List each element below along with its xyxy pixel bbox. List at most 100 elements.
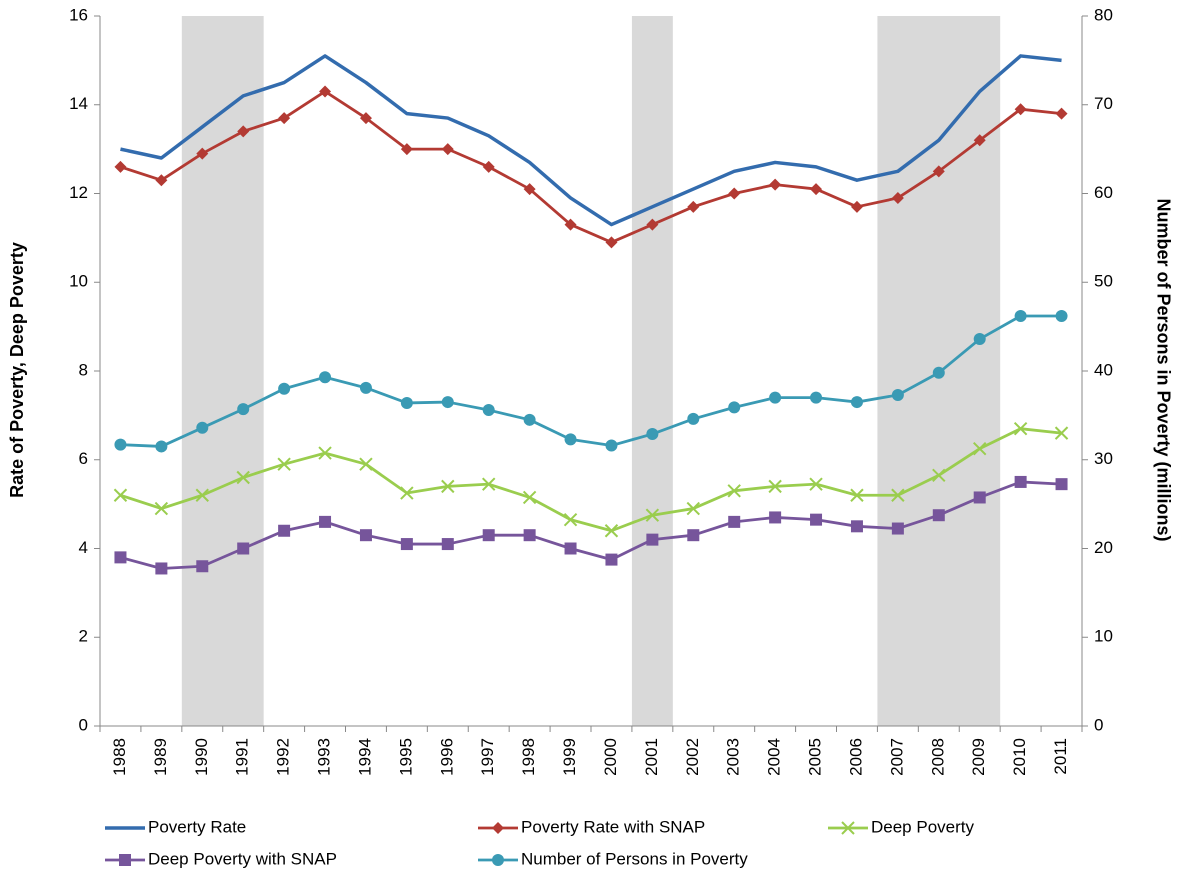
marker-circle bbox=[728, 401, 741, 414]
y-tick-label: 0 bbox=[79, 715, 88, 734]
marker-x bbox=[113, 488, 128, 502]
recession-shading bbox=[631, 16, 673, 726]
marker-circle bbox=[646, 428, 659, 441]
marker-square bbox=[646, 533, 659, 546]
marker-diamond bbox=[278, 112, 291, 125]
marker-diamond bbox=[646, 218, 659, 231]
y-tick-label: 2 bbox=[79, 627, 88, 646]
x-tick-label: 1993 bbox=[315, 738, 334, 776]
marker-x bbox=[195, 488, 209, 502]
marker-square bbox=[319, 515, 332, 528]
marker-square bbox=[850, 520, 863, 533]
marker-square bbox=[687, 529, 700, 542]
marker-square bbox=[605, 553, 618, 566]
marker-circle bbox=[687, 412, 700, 425]
marker-circle bbox=[278, 382, 291, 395]
x-tick-label: 2001 bbox=[642, 738, 661, 776]
marker-diamond bbox=[850, 200, 863, 213]
marker-x bbox=[1013, 421, 1028, 436]
marker-x bbox=[277, 457, 291, 471]
series-line bbox=[120, 480, 1062, 570]
x-tick-label: 2006 bbox=[846, 738, 865, 776]
marker-circle bbox=[973, 333, 986, 346]
x-tick-label: 1997 bbox=[478, 738, 497, 776]
marker-x bbox=[891, 488, 905, 502]
marker-circle bbox=[237, 403, 250, 416]
x-tick-label: 1991 bbox=[233, 738, 252, 776]
marker-diamond bbox=[1014, 103, 1027, 116]
marker-x bbox=[973, 441, 987, 456]
marker-square bbox=[441, 538, 454, 551]
marker-square bbox=[1055, 478, 1068, 491]
legend-item: Number of Persons in Poverty bbox=[478, 849, 748, 868]
marker-square bbox=[278, 524, 291, 537]
y-axis-title: Rate of Poverty, Deep Poverty bbox=[7, 242, 27, 498]
marker-square bbox=[728, 515, 741, 528]
y2-axis-title: Number of Persons in Poverty (millions) bbox=[1153, 198, 1173, 541]
marker-circle bbox=[492, 854, 504, 866]
y2-tick-label: 80 bbox=[1094, 5, 1113, 24]
x-tick-label: 2005 bbox=[806, 738, 825, 776]
marker-square bbox=[810, 513, 823, 526]
series-line bbox=[120, 427, 1062, 533]
marker-diamond bbox=[605, 236, 618, 249]
marker-diamond bbox=[891, 191, 904, 204]
marker-circle bbox=[482, 404, 495, 417]
y-tick-label: 12 bbox=[69, 183, 88, 202]
y2-tick-label: 0 bbox=[1094, 715, 1103, 734]
marker-square bbox=[1014, 475, 1027, 488]
marker-square bbox=[155, 562, 168, 575]
legend-label: Poverty Rate with SNAP bbox=[521, 817, 705, 836]
y2-tick-label: 50 bbox=[1094, 272, 1113, 291]
marker-circle bbox=[810, 391, 823, 404]
y-tick-label: 16 bbox=[69, 5, 88, 24]
series-line bbox=[120, 314, 1062, 448]
y-tick-label: 8 bbox=[79, 360, 88, 379]
marker-x bbox=[850, 488, 864, 502]
y-tick-label: 14 bbox=[69, 94, 88, 113]
marker-diamond bbox=[319, 85, 332, 98]
legend-item: Poverty Rate with SNAP bbox=[478, 817, 705, 836]
x-tick-label: 2000 bbox=[601, 738, 620, 776]
x-tick-label: 2004 bbox=[765, 738, 784, 776]
marker-diamond bbox=[196, 147, 209, 160]
marker-square bbox=[973, 491, 986, 504]
marker-square bbox=[891, 522, 904, 535]
marker-square bbox=[523, 529, 536, 542]
marker-x bbox=[318, 446, 332, 460]
y2-tick-label: 10 bbox=[1094, 627, 1113, 646]
y2-tick-label: 30 bbox=[1094, 449, 1113, 468]
x-tick-label: 2008 bbox=[928, 738, 947, 776]
marker-square bbox=[359, 529, 372, 542]
y2-tick-label: 40 bbox=[1094, 360, 1113, 379]
marker-circle bbox=[319, 371, 332, 384]
y2-tick-label: 70 bbox=[1094, 94, 1113, 113]
marker-diamond bbox=[973, 134, 986, 147]
legend-label: Deep Poverty with SNAP bbox=[148, 849, 337, 868]
marker-circle bbox=[1055, 309, 1068, 322]
marker-x bbox=[400, 486, 414, 500]
marker-square bbox=[196, 560, 209, 573]
x-tick-label: 1995 bbox=[396, 738, 415, 776]
x-tick-label: 1990 bbox=[192, 738, 211, 776]
marker-circle bbox=[114, 438, 127, 451]
marker-diamond bbox=[482, 160, 495, 173]
marker-diamond bbox=[441, 143, 454, 156]
marker-x bbox=[809, 477, 823, 491]
marker-circle bbox=[196, 421, 209, 434]
marker-x bbox=[686, 501, 700, 516]
marker-x bbox=[727, 484, 741, 498]
y-tick-label: 10 bbox=[69, 272, 88, 291]
marker-diamond bbox=[810, 183, 823, 196]
legend-label: Poverty Rate bbox=[148, 817, 246, 836]
marker-diamond bbox=[728, 187, 741, 200]
marker-square bbox=[114, 551, 127, 564]
series-line bbox=[120, 54, 1062, 227]
x-tick-label: 2010 bbox=[1010, 738, 1029, 776]
y2-tick-label: 60 bbox=[1094, 183, 1113, 202]
series-line bbox=[120, 90, 1062, 244]
marker-x bbox=[359, 457, 373, 471]
marker-x bbox=[236, 470, 250, 485]
x-tick-label: 2002 bbox=[683, 738, 702, 776]
